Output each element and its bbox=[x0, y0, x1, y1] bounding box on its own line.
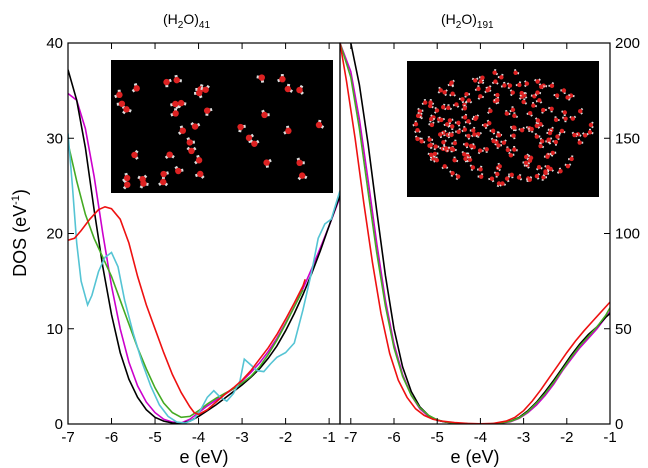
right-y-tick-label: 50 bbox=[615, 321, 632, 338]
right-x-tick-label: -4 bbox=[474, 429, 487, 446]
right-y-tick-label: 200 bbox=[615, 35, 640, 52]
right-x-tick-label: -3 bbox=[517, 429, 530, 446]
left-series-line-1 bbox=[68, 69, 340, 424]
right-x-tick-label: -7 bbox=[344, 429, 357, 446]
left-y-tick-label: 10 bbox=[46, 321, 63, 338]
left-x-tick-label: -1 bbox=[322, 429, 335, 446]
left-x-tick-label: -2 bbox=[279, 429, 292, 446]
left-x-tick-label: -4 bbox=[192, 429, 205, 446]
right-x-tick-label: -1 bbox=[603, 429, 616, 446]
right-x-axis-title: e (eV) bbox=[450, 447, 499, 467]
right-y-tick-label: 150 bbox=[615, 130, 640, 147]
water-cluster-191-image bbox=[407, 61, 599, 197]
left-series-line-3 bbox=[68, 133, 340, 424]
left-x-tick-label: -7 bbox=[61, 429, 74, 446]
left-x-axis-title: e (eV) bbox=[179, 447, 228, 467]
left-panel-title: (H2O)41 bbox=[163, 11, 210, 31]
left-x-tick-label: -6 bbox=[105, 429, 118, 446]
water-cluster-41-image bbox=[111, 60, 333, 193]
right-x-tick-label: -6 bbox=[387, 429, 400, 446]
right-x-tick-label: -2 bbox=[560, 429, 573, 446]
right-y-tick-label: 100 bbox=[615, 226, 640, 243]
left-y-tick-label: 0 bbox=[55, 416, 63, 433]
right-x-tick-label: -5 bbox=[431, 429, 444, 446]
y-axis-title: DOS (eV-1) bbox=[10, 189, 30, 277]
left-x-tick-label: -5 bbox=[148, 429, 161, 446]
left-series-line-4 bbox=[68, 205, 306, 416]
right-panel-title: (H2O)191 bbox=[441, 11, 494, 31]
left-y-tick-label: 20 bbox=[46, 226, 63, 243]
left-y-tick-label: 30 bbox=[46, 130, 63, 147]
left-y-tick-label: 40 bbox=[46, 35, 63, 52]
right-plot-frame bbox=[339, 42, 611, 425]
left-x-tick-label: -3 bbox=[235, 429, 248, 446]
right-y-tick-label: 0 bbox=[615, 416, 623, 433]
left-series-line-2 bbox=[68, 142, 304, 419]
